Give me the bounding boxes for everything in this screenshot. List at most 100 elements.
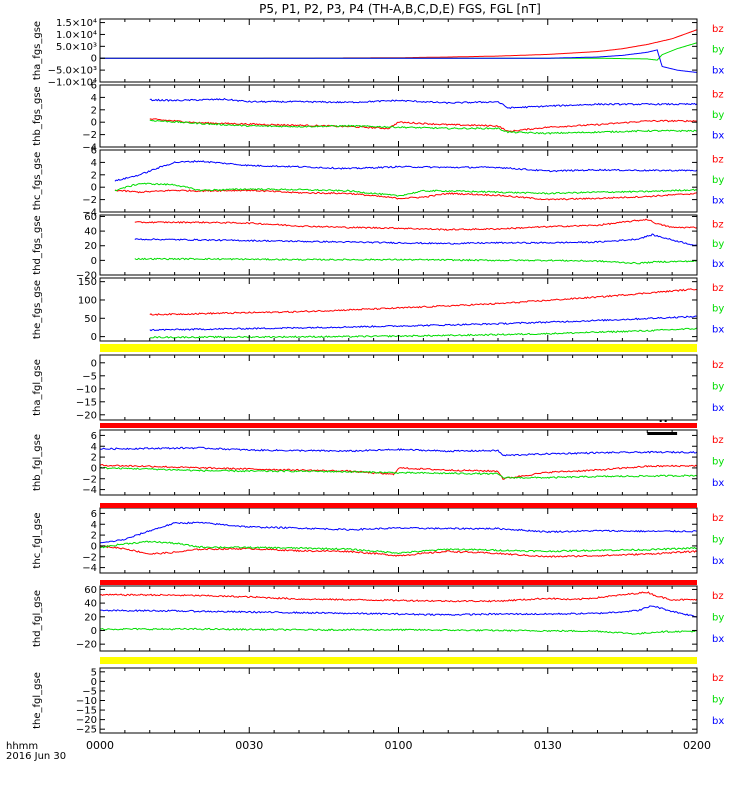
- data-flag-marker: [647, 432, 678, 435]
- y-axis-label: thc_fgs_gse: [32, 152, 43, 211]
- panel-thc_fgs_gse: 642 0−2 −4 thc_fgs_gse bz by bx: [32, 146, 724, 219]
- y-tick-label: 5.0×10³: [56, 42, 97, 53]
- series-by-line: [99, 627, 698, 635]
- series-bz-line: [99, 544, 698, 558]
- y-tick-label: 0: [91, 118, 97, 129]
- y-tick-label: 4: [91, 93, 97, 104]
- y-tick-label: 6: [91, 146, 97, 157]
- y-tick-label: 6: [91, 509, 97, 520]
- legend-bz: bz: [712, 435, 724, 446]
- y-axis-label: thd_fgs_gse: [32, 215, 43, 274]
- chart-title: P5, P1, P2, P3, P4 (TH-A,B,C,D,E) FGS, F…: [259, 2, 541, 16]
- y-tick-label: 2: [91, 170, 97, 181]
- status-bar-yellow-2: [100, 657, 697, 664]
- y-tick-label: 2: [91, 453, 97, 464]
- y-tick-label: 100: [78, 295, 97, 306]
- y-tick-label: −5: [82, 686, 97, 697]
- time-axis-label: hhmm: [6, 741, 38, 752]
- y-tick-label: −2: [82, 474, 97, 485]
- legend-bx: bx: [712, 131, 724, 142]
- legend-bx: bx: [712, 196, 724, 207]
- date-label: 2016 Jun 30: [6, 751, 66, 762]
- legend-by: by: [712, 110, 724, 121]
- y-tick-label: 2: [91, 105, 97, 116]
- y-tick-label: −20: [76, 271, 97, 282]
- series-bz-line: [99, 591, 698, 603]
- y-tick-label: −4: [82, 563, 97, 574]
- panel-the_fgl_gse: 50−5−10−15−20−25 the_fgl_gse bz by bx: [32, 667, 724, 735]
- y-axis-label: the_fgl_gse: [32, 672, 43, 729]
- y-tick-label: 50: [84, 314, 97, 325]
- legend-bz: bz: [712, 155, 724, 166]
- y-tick-label: 0: [91, 463, 97, 474]
- y-tick-label: −5.0×10³: [48, 66, 97, 77]
- legend-by: by: [712, 175, 724, 186]
- legend-bx: bx: [712, 556, 724, 567]
- panel-thd_fgl_gse: 60 40 20 0 −20 thd_fgl_gse bz by bx: [32, 585, 724, 652]
- y-tick-label: 20: [84, 241, 97, 252]
- y-tick-label: 60: [84, 585, 97, 596]
- y-tick-label: 5: [91, 667, 97, 678]
- status-bar-red-1: [100, 423, 697, 428]
- series-by-line: [149, 119, 698, 135]
- y-tick-label: 6: [91, 431, 97, 442]
- legend-by: by: [712, 613, 724, 624]
- series-bz-line: [134, 218, 698, 231]
- x-tick-label: 0130: [534, 739, 562, 752]
- y-tick-label: 0: [91, 54, 97, 65]
- panel-frame: [99, 149, 698, 213]
- series-bx-line: [100, 605, 698, 618]
- legend-by: by: [712, 382, 724, 393]
- legend-bz: bz: [712, 513, 724, 524]
- y-tick-label: −20: [76, 640, 97, 651]
- y-axis-label: thc_fgl_gse: [32, 512, 43, 568]
- legend-bx: bx: [712, 716, 724, 727]
- legend-by: by: [712, 239, 724, 250]
- x-tick-label: 0030: [235, 739, 263, 752]
- series-bx-line: [99, 521, 698, 544]
- panel-the_fgs_gse: 150 100 50 0 the_fgs_gse bz by bx: [32, 277, 724, 343]
- legend-bz: bz: [712, 283, 724, 294]
- series-bz-line: [149, 118, 698, 133]
- series-bz-line: [100, 29, 698, 59]
- y-tick-label: 0: [91, 626, 97, 637]
- legend-bx: bx: [712, 259, 724, 270]
- series-bx-line: [149, 315, 698, 332]
- y-tick-label: −20: [76, 410, 97, 421]
- data-flag-dot: [659, 420, 662, 422]
- series-by-line: [134, 257, 698, 265]
- y-tick-label: −10: [76, 384, 97, 395]
- series-bx-line: [99, 446, 698, 457]
- x-tick-label: 0000: [86, 739, 114, 752]
- panels: 1.5×10⁴1.0×10⁴5.0×10³0−5.0×10³−1.0×10⁴th…: [32, 18, 724, 736]
- y-tick-label: −2: [82, 130, 97, 141]
- y-tick-label: −20: [76, 715, 97, 726]
- legend-bx: bx: [712, 403, 724, 414]
- y-tick-label: 0: [91, 677, 97, 688]
- legend-bz: bz: [712, 219, 724, 230]
- y-tick-label: 4: [91, 520, 97, 531]
- legend-by: by: [712, 695, 724, 706]
- panel-tha_fgl_gse: 0 −5 −10 −15 −20 tha_fgl_gse bz by bx: [32, 354, 724, 421]
- y-tick-label: −4: [82, 143, 97, 154]
- legend-bx: bx: [712, 324, 724, 335]
- y-tick-label: 0: [91, 256, 97, 267]
- y-axis-label: thb_fgl_gse: [32, 434, 43, 491]
- y-axis-label: thd_fgl_gse: [32, 590, 43, 647]
- y-tick-label: 2: [91, 531, 97, 542]
- y-tick-label: 4: [91, 158, 97, 169]
- series-bx-line: [149, 97, 698, 110]
- y-tick-label: −1.0×10⁴: [48, 78, 97, 89]
- y-axis-label: tha_fgs_gse: [32, 21, 43, 80]
- series-by-line: [114, 182, 698, 197]
- status-bars: [100, 344, 697, 664]
- y-tick-label: 40: [84, 227, 97, 238]
- panel-frame: [99, 354, 698, 421]
- status-bar-yellow-1: [100, 344, 697, 352]
- y-tick-label: 0: [91, 183, 97, 194]
- legend-bx: bx: [712, 634, 724, 645]
